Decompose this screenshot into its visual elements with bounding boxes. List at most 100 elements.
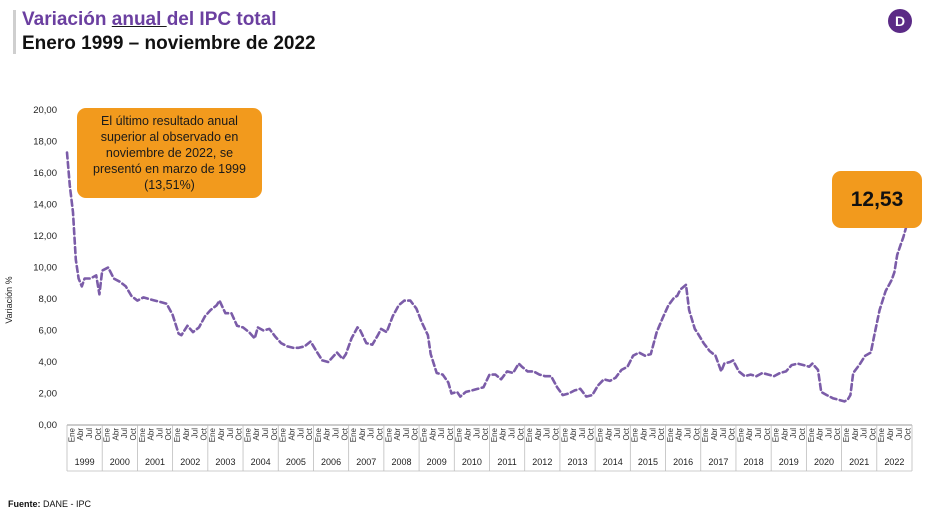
x-month-label: Jul [120,428,129,438]
x-month-label: Ene [631,427,640,442]
x-month-label: Oct [375,427,384,440]
y-tick-label: 18,00 [33,137,57,148]
x-month-label: Ene [877,427,886,442]
x-month-label: Jul [437,428,446,438]
x-year-label: 2013 [568,457,588,467]
title-part-1: Variación [22,9,112,30]
x-month-label: Abr [886,428,895,441]
x-month-label: Ene [525,427,534,442]
x-year-label: 2018 [744,457,764,467]
x-month-label: Abr [182,428,191,441]
x-month-label: Ene [208,427,217,442]
x-month-label: Jul [472,428,481,438]
y-tick-label: 16,00 [33,168,57,179]
x-month-label: Ene [103,427,112,442]
x-month-label: Oct [692,427,701,440]
x-month-label: Oct [763,427,772,440]
x-month-label: Jul [578,428,587,438]
x-month-label: Jul [719,428,728,438]
y-tick-label: 6,00 [39,326,58,337]
x-month-label: Oct [552,427,561,440]
x-year-label: 2000 [110,457,130,467]
series-line-ipc [65,151,908,403]
x-year-label: 2016 [673,457,693,467]
x-year-label: 2014 [603,457,623,467]
x-month-label: Ene [349,427,358,442]
x-year-label: 2012 [532,457,552,467]
x-month-label: Oct [411,427,420,440]
x-month-label: Jul [860,428,869,438]
x-month-label: Ene [455,427,464,442]
y-tick-label: 20,00 [33,105,57,116]
x-month-label: Oct [164,427,173,440]
title-part-2: del IPC total [166,9,277,30]
y-tick-label: 4,00 [39,357,58,368]
x-month-label: Oct [622,427,631,440]
x-month-label: Ene [772,427,781,442]
x-month-label: Oct [270,427,279,440]
title-underlined-word: anual [111,9,167,30]
x-month-label: Ene [384,427,393,442]
x-month-label: Jul [155,428,164,438]
callout-annotation: El último resultado anual superior al ob… [77,108,262,198]
y-tick-label: 14,00 [33,200,57,211]
source-label: Fuente: [8,499,41,509]
x-month-label: Abr [780,428,789,441]
x-month-label: Ene [314,427,323,442]
x-month-label: Abr [499,428,508,441]
x-month-label: Abr [111,428,120,441]
x-year-label: 1999 [75,457,95,467]
x-month-label: Abr [287,428,296,441]
x-month-label: Abr [640,428,649,441]
x-month-label: Abr [745,428,754,441]
x-month-label: Jul [402,428,411,438]
x-year-label: 2005 [286,457,306,467]
x-year-label: 2006 [321,457,341,467]
x-month-label: Oct [305,427,314,440]
x-month-label: Jul [331,428,340,438]
dane-logo-icon: D [888,9,912,33]
x-month-label: Abr [323,428,332,441]
x-year-label: 2020 [814,457,834,467]
x-month-label: Oct [446,427,455,440]
x-year-label: 2011 [497,457,516,467]
x-month-label: Oct [587,427,596,440]
x-month-label: Jul [508,428,517,438]
x-month-label: Ene [490,427,499,442]
x-year-label: 2007 [356,457,376,467]
x-month-label: Oct [199,427,208,440]
x-month-label: Jul [613,428,622,438]
x-month-label: Abr [569,428,578,441]
x-month-label: Oct [235,427,244,440]
x-month-label: Abr [147,428,156,441]
x-month-label: Oct [129,427,138,440]
x-month-label: Ene [67,427,76,442]
x-month-label: Jul [296,428,305,438]
x-month-label: Ene [560,427,569,442]
x-year-label: 2002 [180,457,200,467]
x-month-label: Oct [94,427,103,440]
x-year-label: 2022 [884,457,904,467]
y-tick-label: 10,00 [33,263,57,274]
x-month-label: Oct [904,427,913,440]
x-month-label: Oct [868,427,877,440]
x-month-label: Ene [173,427,182,442]
x-month-label: Jul [648,428,657,438]
y-axis-label: Variación % [4,276,14,323]
x-month-label: Jul [684,428,693,438]
x-year-label: 2010 [462,457,482,467]
x-month-label: Ene [842,427,851,442]
chart-title: Variación anual del IPC total [22,9,276,31]
x-month-label: Abr [851,428,860,441]
x-year-label: 2021 [849,457,869,467]
x-month-label: Oct [481,427,490,440]
x-month-label: Ene [666,427,675,442]
x-month-label: Abr [252,428,261,441]
x-month-label: Oct [340,427,349,440]
x-month-label: Oct [833,427,842,440]
title-accent-bar [13,10,16,54]
x-year-label: 2017 [708,457,728,467]
y-tick-label: 0,00 [39,420,58,431]
